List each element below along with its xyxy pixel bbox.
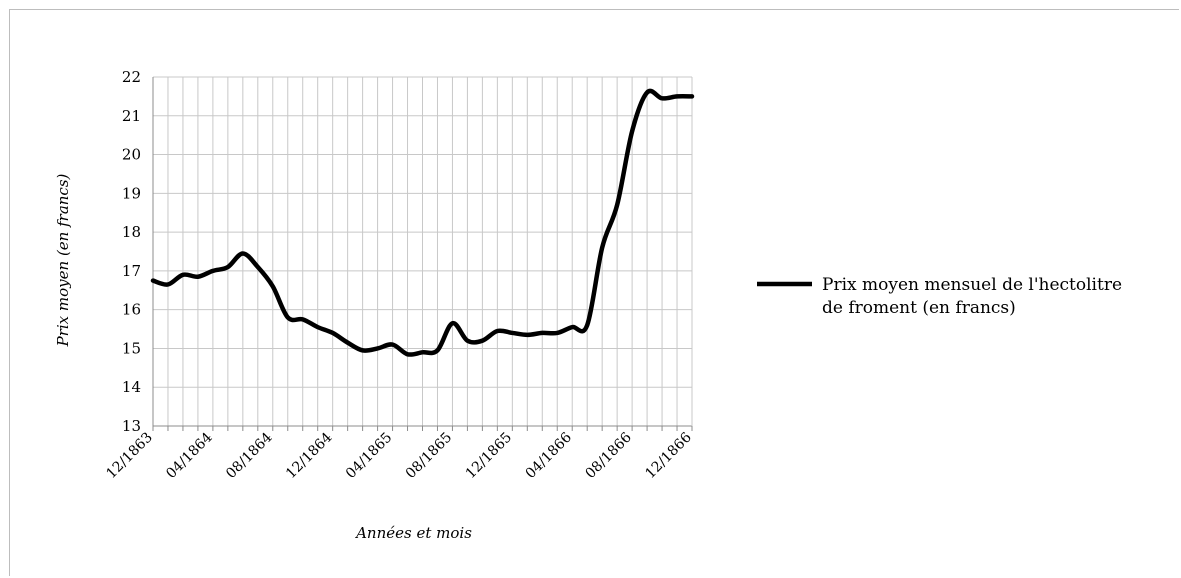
chart-frame <box>9 9 1179 576</box>
x-tick-label: 08/1865 <box>403 430 455 482</box>
y-tick-label: 20 <box>122 146 141 164</box>
x-tick-label: 12/1864 <box>283 429 336 482</box>
x-tick-label: 04/1864 <box>163 429 216 482</box>
y-axis-tick-labels: 13 14 15 16 17 18 19 20 21 22 <box>122 68 141 435</box>
x-tick-label: 04/1865 <box>343 430 395 482</box>
x-tick-label: 08/1866 <box>582 429 635 482</box>
y-tick-label: 14 <box>122 378 141 396</box>
y-axis-title: Prix moyen (en francs) <box>54 173 72 347</box>
x-tick-label: 12/1866 <box>642 429 695 482</box>
x-axis-tick-labels: 12/1863 04/1864 08/1864 12/1864 04/1865 08/18… <box>103 429 695 482</box>
x-tick-label: 04/1866 <box>523 429 576 482</box>
legend: Prix moyen mensuel de l'hectolitre de fro… <box>757 275 1122 318</box>
x-tick-label: 12/1865 <box>463 430 515 482</box>
y-tick-label: 21 <box>122 107 141 125</box>
y-tick-label: 22 <box>122 68 141 86</box>
legend-label-line: Prix moyen mensuel de l'hectolitre <box>822 275 1122 295</box>
y-tick-label: 18 <box>122 223 141 241</box>
x-tick-label: 08/1864 <box>223 429 276 482</box>
y-tick-label: 15 <box>122 339 141 357</box>
y-tick-label: 16 <box>122 301 141 319</box>
y-tick-label: 17 <box>122 262 141 280</box>
x-tick-label: 12/1863 <box>103 430 155 482</box>
y-tick-label: 13 <box>122 417 141 435</box>
legend-label-line: de froment (en francs) <box>822 298 1016 318</box>
y-tick-label: 19 <box>122 184 141 202</box>
legend-label: Prix moyen mensuel de l'hectolitre de fro… <box>822 275 1122 318</box>
series-line-froment <box>150 88 695 357</box>
x-axis-title: Années et mois <box>354 524 472 542</box>
vertical-gridlines <box>152 77 693 426</box>
axes <box>152 77 693 431</box>
